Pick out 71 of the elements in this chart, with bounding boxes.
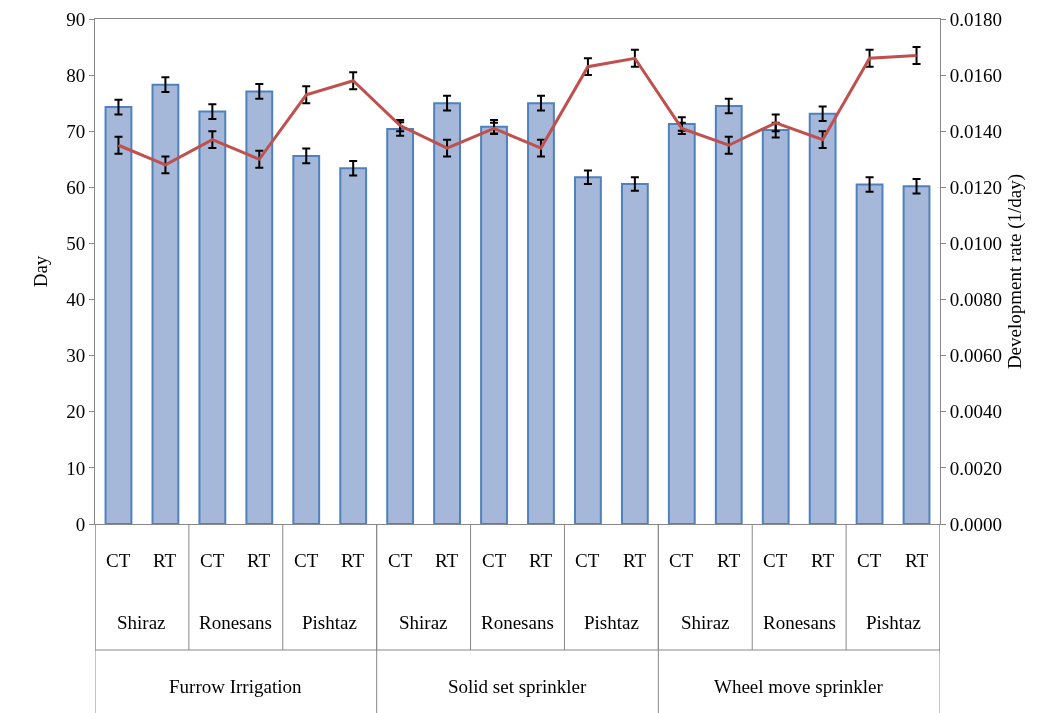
text: Pishtaz [302, 612, 357, 633]
bar [808, 112, 837, 524]
y2-tick-label: 0.0160 [949, 64, 1003, 86]
y-tick-label: 10 [66, 457, 86, 479]
y2-tick-label: 0.0060 [949, 345, 1003, 367]
bar [855, 183, 884, 524]
y-tick-label: 70 [66, 120, 86, 142]
y-tick-label: 0 [75, 513, 86, 535]
x-tick-label: CT [200, 550, 225, 571]
y2-tick-label: 0.0040 [949, 401, 1003, 423]
text: Solid set sprinkler [448, 676, 587, 697]
text: Pishtaz [866, 612, 921, 633]
bar [902, 185, 931, 524]
text: Shiraz [117, 612, 166, 633]
y-tick-label: 80 [66, 64, 86, 86]
y2-tick-label: 0.0180 [949, 8, 1003, 30]
text: Shiraz [681, 612, 730, 633]
x-tick-label: RT [153, 550, 177, 571]
bar [574, 176, 602, 524]
text: Shiraz [399, 612, 448, 633]
y2-tick-label: 0.0140 [949, 120, 1003, 142]
x-tick-label: CT [294, 550, 319, 571]
x-tick-label: RT [905, 550, 929, 571]
x-tick-label: CT [106, 550, 131, 571]
text: Ronesans [199, 612, 272, 633]
y2-axis-title: Development rate (1/day) [1004, 173, 1027, 370]
x-tick-label: RT [623, 550, 647, 571]
bar [480, 125, 508, 524]
bar [104, 106, 133, 524]
bar [433, 102, 461, 524]
x-tick-label: RT [247, 550, 271, 571]
x-tick-label: CT [482, 550, 507, 571]
text: Pishtaz [584, 612, 639, 633]
bar [198, 110, 227, 524]
y-axis-title: Day [30, 255, 51, 288]
text: Furrow Irrigation [169, 676, 302, 697]
y2-tick-label: 0.0020 [949, 457, 1003, 479]
text: Ronesans [481, 612, 554, 633]
y-tick-label: 90 [66, 8, 86, 30]
bar [386, 127, 415, 524]
x-tick-label: RT [341, 550, 365, 571]
bar [620, 182, 649, 524]
y-tick-label: 50 [66, 233, 86, 255]
bar [245, 90, 274, 524]
y-tick-label: 20 [66, 401, 86, 423]
x-tick-label: RT [529, 550, 553, 571]
y-tick-label: 60 [66, 176, 86, 198]
y2-tick-label: 0.0100 [949, 233, 1003, 255]
bar [714, 104, 743, 524]
y2-tick-label: 0.0080 [949, 289, 1003, 311]
bar [151, 83, 180, 524]
y2-tick-label: 0.0120 [949, 176, 1003, 198]
y-tick-label: 30 [66, 345, 86, 367]
text: Ronesans [763, 612, 836, 633]
bar [339, 167, 368, 524]
y-tick-label: 40 [66, 289, 86, 311]
x-tick-label: CT [388, 550, 413, 571]
text: Wheel move sprinkler [714, 676, 884, 697]
bar [761, 129, 790, 524]
bar [667, 122, 696, 524]
bar [292, 154, 321, 524]
line-series [116, 53, 919, 167]
x-tick-label: RT [717, 550, 741, 571]
x-tick-label: CT [857, 550, 882, 571]
x-tick-label: RT [811, 550, 835, 571]
x-tick-label: CT [575, 550, 600, 571]
bar [527, 102, 555, 524]
x-tick-label: CT [669, 550, 694, 571]
x-tick-label: RT [435, 550, 459, 571]
x-tick-label: CT [763, 550, 788, 571]
y2-tick-label: 0.0000 [949, 513, 1003, 535]
